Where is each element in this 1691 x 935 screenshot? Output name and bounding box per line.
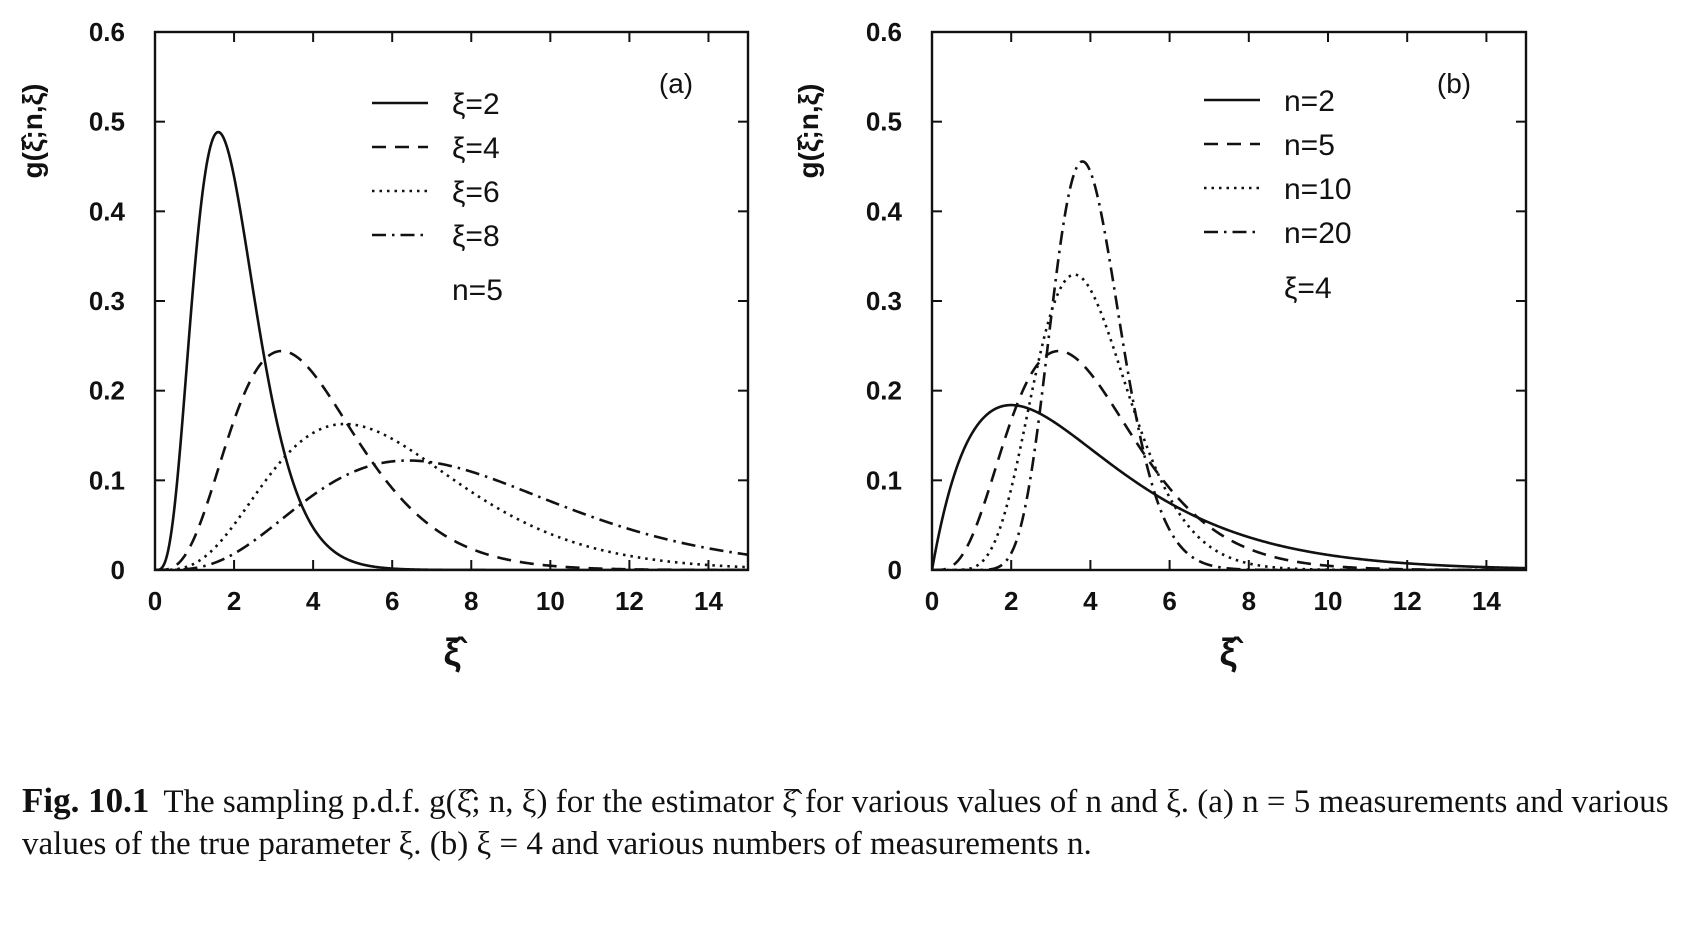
pb-x-tick-label: 2: [1004, 586, 1018, 616]
pa-series-line-solid: [155, 130, 748, 570]
pb-x-axis-label: ξ̂: [1220, 632, 1244, 674]
pa-y-tick-label: 0.4: [89, 196, 126, 226]
pb-legend-entry: n=5: [1284, 129, 1335, 162]
pb-panel-label: (b): [1437, 68, 1471, 99]
pb-y-tick-label: 0: [888, 555, 902, 585]
pa-y-axis-label: g(ξ̂;n,ξ): [17, 84, 48, 179]
pa-x-tick-label: 10: [536, 586, 565, 616]
pa-x-tick-label: 8: [464, 586, 478, 616]
pa-x-axis-label: ξ̂: [444, 632, 468, 674]
pb-legend-note: ξ=4: [1284, 272, 1332, 305]
pa-legend-note: n=5: [452, 274, 503, 307]
pb-series-line-dashdot: [932, 160, 1526, 570]
pa-y-tick-label: 0: [111, 555, 125, 585]
pb-legend-entry: n=10: [1284, 173, 1352, 206]
caption-label: Fig. 10.1: [22, 781, 150, 820]
pa-series-line-dashdot: [155, 459, 748, 570]
pb-y-tick-label: 0.6: [866, 17, 902, 47]
pb-series-line-dashed: [932, 349, 1526, 570]
pa-y-tick-label: 0.1: [89, 465, 125, 495]
pb-x-tick-label: 8: [1242, 586, 1256, 616]
pa-legend-entry: ξ=6: [452, 176, 500, 209]
panel-a: 0 2 4 6 8 10 12 14 0 0.1 0.2 0.3 0.4 0.5 0.6 g(ξ̂;n,ξ) ξ…: [17, 17, 750, 674]
pa-panel-label: (a): [659, 68, 693, 99]
pb-series-line-solid: [932, 403, 1526, 570]
pb-y-tick-label: 0.1: [866, 465, 902, 495]
pb-plot-frame: [930, 30, 1528, 572]
pb-x-tick-label: 12: [1393, 586, 1422, 616]
pa-x-tick-label: 0: [148, 586, 162, 616]
figure-caption: Fig. 10.1 The sampling p.d.f. g(ξ̂; n, ξ)…: [22, 780, 1672, 865]
pb-x-tick-label: 10: [1314, 586, 1343, 616]
pb-x-tick-label: 14: [1472, 586, 1501, 616]
pb-y-tick-label: 0.4: [866, 196, 903, 226]
pb-y-axis-label: g(ξ̂;n,ξ): [793, 84, 824, 179]
pb-y-tick-label: 0.5: [866, 107, 902, 137]
pa-y-tick-label: 0.5: [89, 107, 125, 137]
pa-legend-entry: ξ=8: [452, 220, 500, 253]
pa-y-tick-label: 0.3: [89, 286, 125, 316]
pa-y-tick-label: 0.2: [89, 376, 125, 406]
pa-x-tick-label: 14: [694, 586, 723, 616]
pb-x-tick-label: 6: [1162, 586, 1176, 616]
figure: 0 2 4 6 8 10 12 14 0 0.1 0.2 0.3 0.4 0.5 0.6 g(ξ̂;n,ξ) ξ…: [17, 17, 1528, 674]
pb-x-tick-label: 0: [925, 586, 939, 616]
pa-legend-entry: ξ=2: [452, 88, 500, 121]
pa-x-tick-label: 2: [227, 586, 241, 616]
pa-x-tick-label: 4: [306, 586, 321, 616]
pa-y-tick-label: 0.6: [89, 17, 125, 47]
pa-legend-entry: ξ=4: [452, 132, 500, 165]
pb-x-tick-label: 4: [1083, 586, 1098, 616]
pb-y-tick-label: 0.3: [866, 286, 902, 316]
pb-series-line-dotted: [932, 273, 1526, 570]
pb-legend-entry: n=2: [1284, 85, 1335, 118]
pa-x-tick-label: 12: [615, 586, 644, 616]
pb-legend-entry: n=20: [1284, 217, 1352, 250]
pa-x-tick-label: 6: [385, 586, 399, 616]
panel-b: 0 2 4 6 8 10 12 14 0 0.1 0.2 0.3 0.4 0.5 0.6 g(ξ̂;n,ξ) ξ…: [793, 17, 1528, 674]
caption-text: The sampling p.d.f. g(ξ̂; n, ξ) for the …: [22, 784, 1669, 862]
pb-y-tick-label: 0.2: [866, 376, 902, 406]
